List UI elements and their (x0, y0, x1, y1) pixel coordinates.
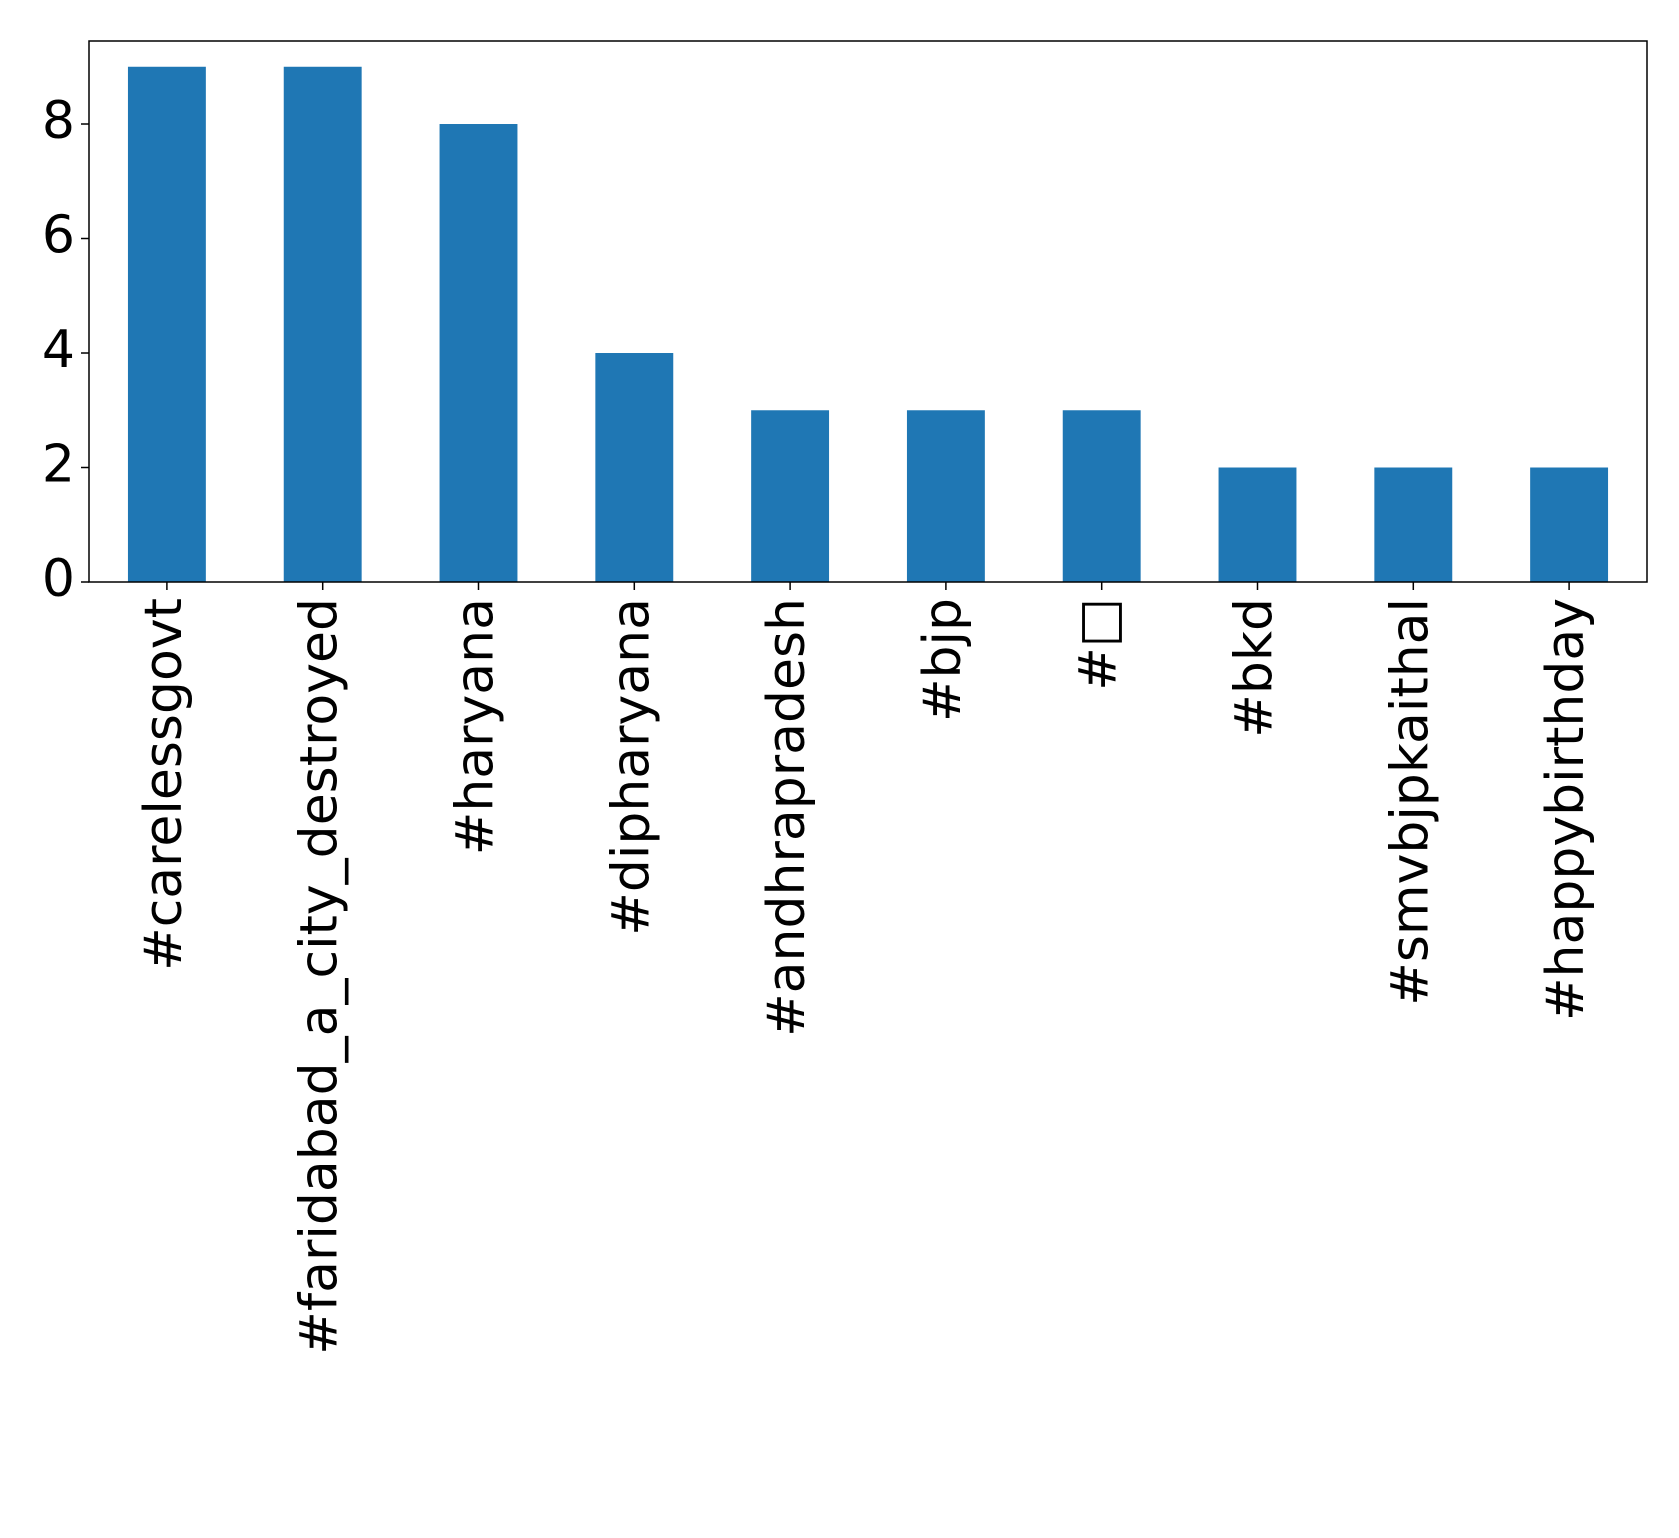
plot-frame (88, 40, 1648, 583)
x-tick-label: #□ (1069, 598, 1129, 691)
bar (906, 410, 985, 582)
x-tick-label: #smvbjpkaithal (1380, 598, 1440, 1006)
x-tick-label: #faridabad_a_city_destroyed (290, 598, 350, 1355)
bar (1530, 467, 1609, 582)
x-tick-label: #bkd (1225, 598, 1285, 738)
y-tick-label: 8 (42, 91, 75, 151)
bar (439, 124, 518, 582)
y-tick-label: 4 (42, 320, 75, 380)
bar (283, 66, 362, 582)
x-tick-label: #andhrapradesh (757, 598, 817, 1037)
bar (1218, 467, 1297, 582)
bar (751, 410, 830, 582)
x-tick-label: #bjp (913, 598, 973, 722)
y-tick-label: 2 (42, 435, 75, 495)
x-tick-label: #happybirthday (1536, 598, 1596, 1021)
y-tick-label: 0 (42, 549, 75, 609)
bar (595, 353, 674, 582)
x-tick-label: #carelessgovt (134, 598, 194, 971)
bar (1062, 410, 1141, 582)
bar (1374, 467, 1453, 582)
bar (127, 66, 206, 582)
x-tick-label: #haryana (446, 598, 506, 855)
y-tick-label: 6 (42, 206, 75, 266)
x-tick-label: #dipharyana (601, 598, 661, 936)
